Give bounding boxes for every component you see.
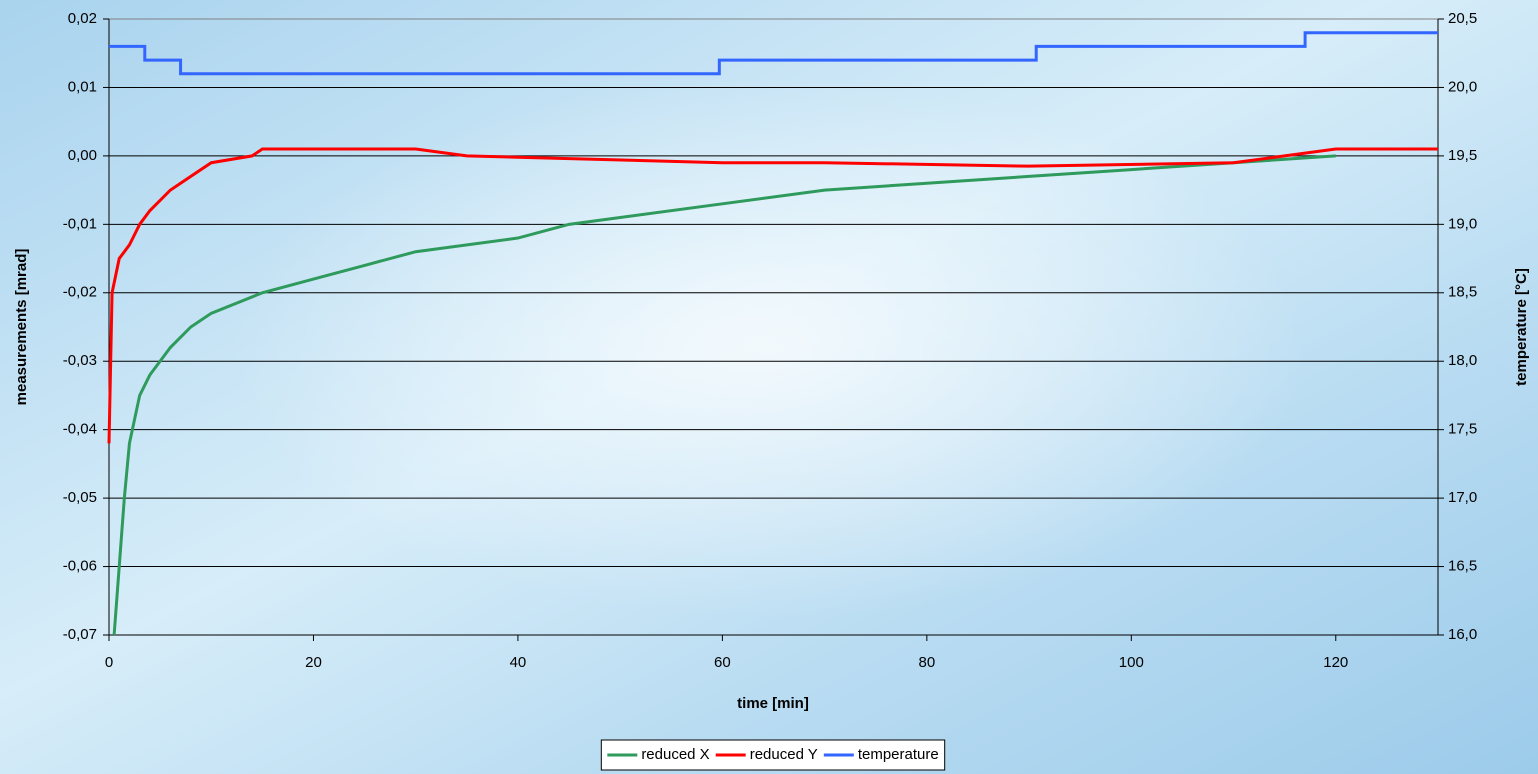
y2-tick-label: 17,0 <box>1448 489 1477 506</box>
y-tick-label: -0,02 <box>63 284 97 301</box>
series-line <box>107 147 1438 444</box>
y-tick-label: -0,07 <box>63 626 97 643</box>
y-tick-label: 0,02 <box>68 10 97 27</box>
x-tick-label: 40 <box>510 654 527 671</box>
x-tick-label: 60 <box>714 654 731 671</box>
y2-tick-label: 17,5 <box>1448 421 1477 438</box>
y2-axis-title: temperature [°C] <box>1513 268 1530 386</box>
series-line <box>112 154 1336 636</box>
x-tick-label: 100 <box>1119 654 1144 671</box>
y2-tick-label: 18,0 <box>1448 352 1477 369</box>
legend: reduced X reduced Y temperature <box>600 739 946 771</box>
y-tick-label: -0,06 <box>63 558 97 575</box>
series-line <box>109 31 1438 76</box>
y2-tick-label: 16,0 <box>1448 626 1477 643</box>
y2-tick-label: 19,0 <box>1448 215 1477 232</box>
legend-label: reduced X <box>641 746 709 763</box>
y2-tick-label: 20,5 <box>1448 10 1477 27</box>
x-tick-label: 0 <box>105 654 113 671</box>
y-axis-title: measurements [mrad] <box>13 249 30 406</box>
y-tick-label: -0,05 <box>63 489 97 506</box>
y2-tick-label: 18,5 <box>1448 284 1477 301</box>
y-tick-label: -0,01 <box>63 215 97 232</box>
x-tick-label: 80 <box>919 654 936 671</box>
legend-label: reduced Y <box>750 746 818 763</box>
x-axis-title: time [min] <box>737 695 809 712</box>
x-tick-label: 20 <box>305 654 322 671</box>
y-tick-label: -0,04 <box>63 421 97 438</box>
legend-label: temperature <box>858 746 939 763</box>
y2-tick-label: 20,0 <box>1448 78 1477 95</box>
y-tick-label: -0,03 <box>63 352 97 369</box>
legend-box <box>600 739 946 771</box>
y-tick-label: 0,01 <box>68 78 97 95</box>
y-tick-label: 0,00 <box>68 147 97 164</box>
y2-tick-label: 19,5 <box>1448 147 1477 164</box>
x-tick-label: 120 <box>1323 654 1348 671</box>
y2-tick-label: 16,5 <box>1448 558 1477 575</box>
